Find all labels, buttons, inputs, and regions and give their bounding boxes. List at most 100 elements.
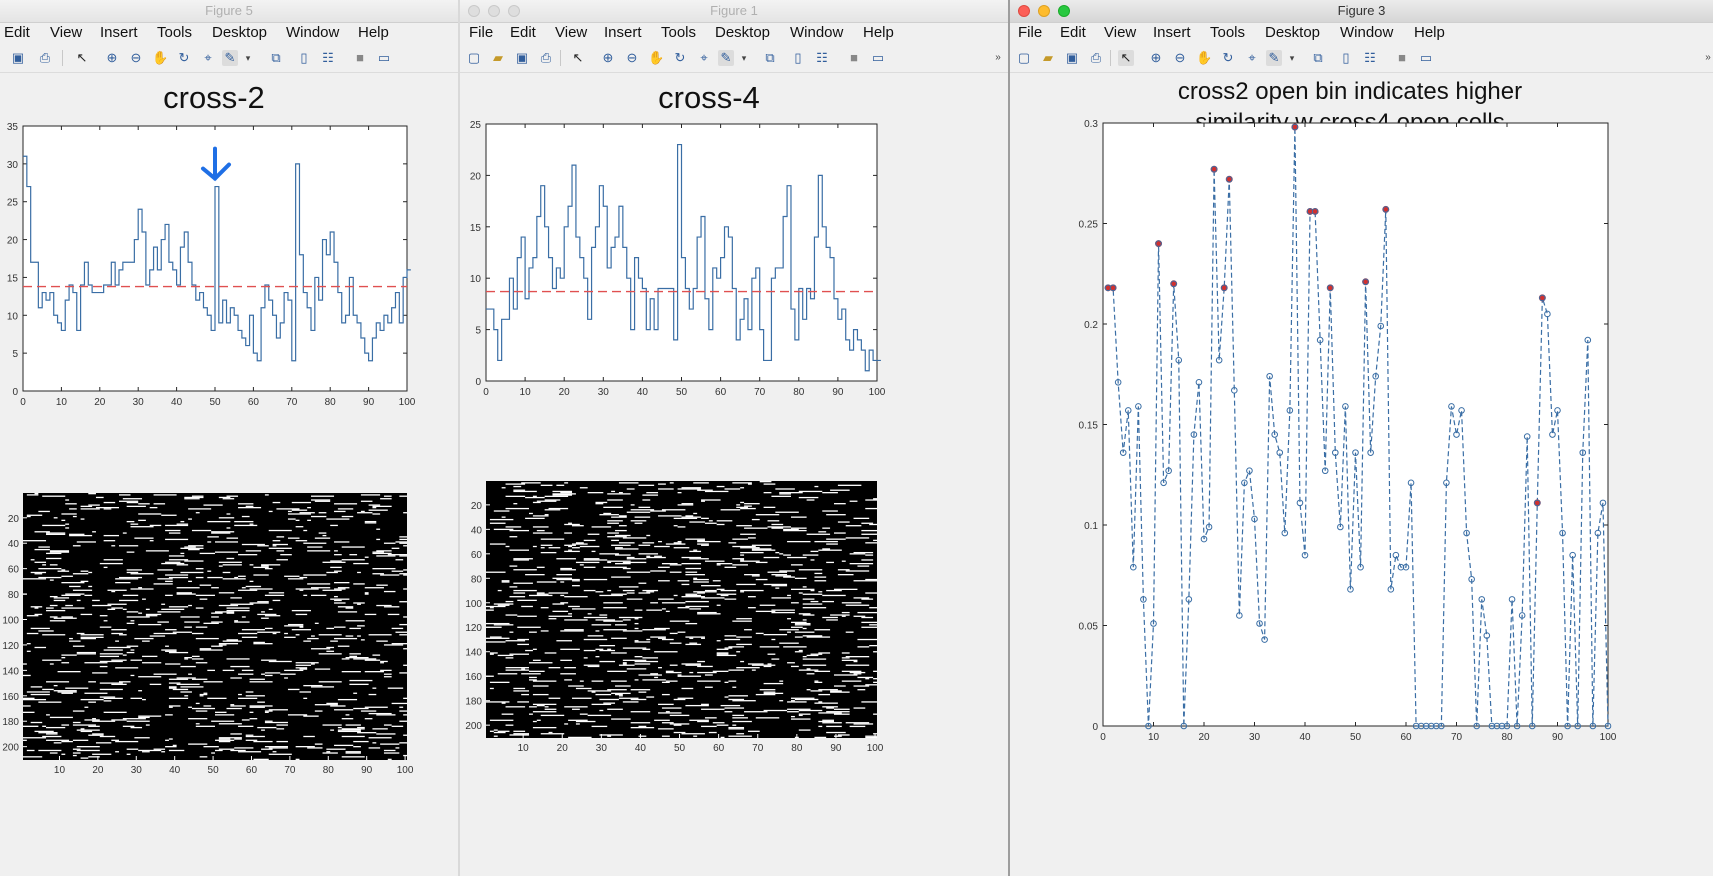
open-bin <box>287 578 304 580</box>
new-file-icon[interactable]: ▢ <box>467 50 481 65</box>
hide-tools-icon[interactable]: ■ <box>1398 50 1406 65</box>
open-folder-icon[interactable]: ▰ <box>493 50 503 65</box>
menu-tools[interactable]: Tools <box>1210 24 1246 41</box>
pan-hand-icon[interactable]: ✋ <box>1196 50 1213 65</box>
brush-icon[interactable]: ✎ <box>222 50 238 66</box>
legend-icon[interactable]: ☷ <box>322 50 334 65</box>
open-folder-icon[interactable]: ▰ <box>1043 50 1053 65</box>
menu-file[interactable]: File <box>469 24 494 41</box>
menu-desktop[interactable]: Desktop <box>715 24 771 41</box>
menu-tools[interactable]: Tools <box>157 24 193 41</box>
menu-desktop[interactable]: Desktop <box>212 24 268 41</box>
zoom-in-icon[interactable]: ⊕ <box>106 50 118 65</box>
open-bin <box>180 571 204 574</box>
open-bin <box>681 687 694 690</box>
save-icon[interactable]: ▣ <box>1065 50 1079 65</box>
close-button[interactable] <box>1018 5 1030 17</box>
rotate-icon[interactable]: ↻ <box>178 50 190 65</box>
menu-window[interactable]: Window <box>286 24 340 41</box>
zoom-button[interactable] <box>1058 5 1070 17</box>
menu-help[interactable]: Help <box>1414 24 1445 41</box>
dock-icon[interactable]: ▭ <box>377 50 391 65</box>
hide-tools-icon[interactable]: ■ <box>356 50 364 65</box>
open-bin <box>556 558 576 560</box>
dock-icon[interactable]: ▭ <box>1419 50 1433 65</box>
rotate-icon[interactable]: ↻ <box>674 50 686 65</box>
zoom-in-icon[interactable]: ⊕ <box>1150 50 1162 65</box>
link-plot-icon[interactable]: ⧉ <box>271 50 281 65</box>
open-bin <box>138 519 146 521</box>
zoom-button[interactable] <box>508 5 520 17</box>
open-bin <box>42 725 47 727</box>
menu-edit[interactable]: Edit <box>4 24 30 41</box>
zoom-out-icon[interactable]: ⊖ <box>130 50 142 65</box>
menu-tools[interactable]: Tools <box>661 24 697 41</box>
menu-insert[interactable]: Insert <box>604 24 642 41</box>
print-icon[interactable]: ⎙ <box>39 50 51 65</box>
pointer-icon[interactable]: ↖ <box>76 50 88 65</box>
minimize-button[interactable] <box>488 5 500 17</box>
menu-insert[interactable]: Insert <box>100 24 138 41</box>
brush-icon[interactable]: ✎ <box>718 50 734 66</box>
minimize-button[interactable] <box>1038 5 1050 17</box>
figure5-titlebar[interactable]: Figure 5 <box>0 0 458 23</box>
open-bin <box>249 718 258 720</box>
menu-window[interactable]: Window <box>1340 24 1394 41</box>
menu-desktop[interactable]: Desktop <box>1265 24 1321 41</box>
colorbar-icon[interactable]: ▯ <box>300 50 308 65</box>
menu-window[interactable]: Window <box>790 24 844 41</box>
menu-edit[interactable]: Edit <box>510 24 536 41</box>
pointer-icon[interactable]: ↖ <box>1118 50 1134 66</box>
open-bin <box>798 490 823 493</box>
open-bin <box>226 639 239 641</box>
save-icon[interactable]: ▣ <box>11 50 25 65</box>
menu-help[interactable]: Help <box>358 24 389 41</box>
dock-icon[interactable]: ▭ <box>871 50 885 65</box>
toolbar-overflow-icon[interactable]: » <box>995 52 1001 63</box>
rotate-icon[interactable]: ↻ <box>1222 50 1234 65</box>
pan-hand-icon[interactable]: ✋ <box>152 50 169 65</box>
print-icon[interactable]: ⎙ <box>1090 50 1102 65</box>
menu-view[interactable]: View <box>555 24 588 41</box>
legend-icon[interactable]: ☷ <box>816 50 828 65</box>
print-icon[interactable]: ⎙ <box>540 50 552 65</box>
zoom-out-icon[interactable]: ⊖ <box>626 50 638 65</box>
menu-edit[interactable]: Edit <box>1060 24 1086 41</box>
open-bin <box>42 634 66 636</box>
open-bin <box>611 718 631 720</box>
colorbar-icon[interactable]: ▯ <box>794 50 802 65</box>
brush-icon[interactable]: ✎ <box>1266 50 1282 66</box>
close-button[interactable] <box>468 5 480 17</box>
open-bin <box>818 652 831 654</box>
open-bin <box>818 720 834 723</box>
y-tick-label: 200 <box>465 721 482 732</box>
menu-help[interactable]: Help <box>863 24 894 41</box>
menu-view[interactable]: View <box>1104 24 1137 41</box>
pan-hand-icon[interactable]: ✋ <box>648 50 665 65</box>
menu-insert[interactable]: Insert <box>1153 24 1191 41</box>
chevron-down-icon[interactable]: ▾ <box>1289 53 1295 63</box>
open-bin <box>525 496 545 499</box>
figure1-titlebar[interactable]: Figure 1 <box>460 0 1008 23</box>
link-plot-icon[interactable]: ⧉ <box>765 50 775 65</box>
chevron-down-icon[interactable]: ▾ <box>741 53 747 63</box>
link-plot-icon[interactable]: ⧉ <box>1313 50 1323 65</box>
data-cursor-icon[interactable]: ⌖ <box>700 50 708 65</box>
save-icon[interactable]: ▣ <box>515 50 529 65</box>
open-bin <box>540 714 565 717</box>
chevron-down-icon[interactable]: ▾ <box>245 53 251 63</box>
toolbar-overflow-icon[interactable]: » <box>1705 52 1711 63</box>
menu-view[interactable]: View <box>50 24 83 41</box>
new-file-icon[interactable]: ▢ <box>1017 50 1031 65</box>
data-cursor-icon[interactable]: ⌖ <box>204 50 212 65</box>
data-cursor-icon[interactable]: ⌖ <box>1248 50 1256 65</box>
menu-file[interactable]: File <box>1018 24 1043 41</box>
open-bin <box>84 594 93 597</box>
hide-tools-icon[interactable]: ■ <box>850 50 858 65</box>
pointer-icon[interactable]: ↖ <box>572 50 584 65</box>
colorbar-icon[interactable]: ▯ <box>1342 50 1350 65</box>
zoom-in-icon[interactable]: ⊕ <box>602 50 614 65</box>
legend-icon[interactable]: ☷ <box>1364 50 1376 65</box>
zoom-out-icon[interactable]: ⊖ <box>1174 50 1186 65</box>
figure3-titlebar[interactable]: Figure 3 <box>1010 0 1713 23</box>
